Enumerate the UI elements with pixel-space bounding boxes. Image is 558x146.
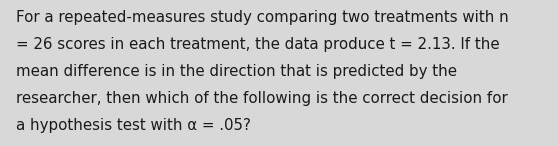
- Text: a hypothesis test with α = .05?: a hypothesis test with α = .05?: [16, 118, 251, 133]
- Text: = 26 scores in each treatment, the data produce t = 2.13. If the: = 26 scores in each treatment, the data …: [16, 37, 499, 52]
- Text: mean difference is in the direction that is predicted by the: mean difference is in the direction that…: [16, 64, 456, 79]
- Text: For a repeated-measures study comparing two treatments with n: For a repeated-measures study comparing …: [16, 10, 508, 25]
- Text: researcher, then which of the following is the correct decision for: researcher, then which of the following …: [16, 91, 507, 106]
